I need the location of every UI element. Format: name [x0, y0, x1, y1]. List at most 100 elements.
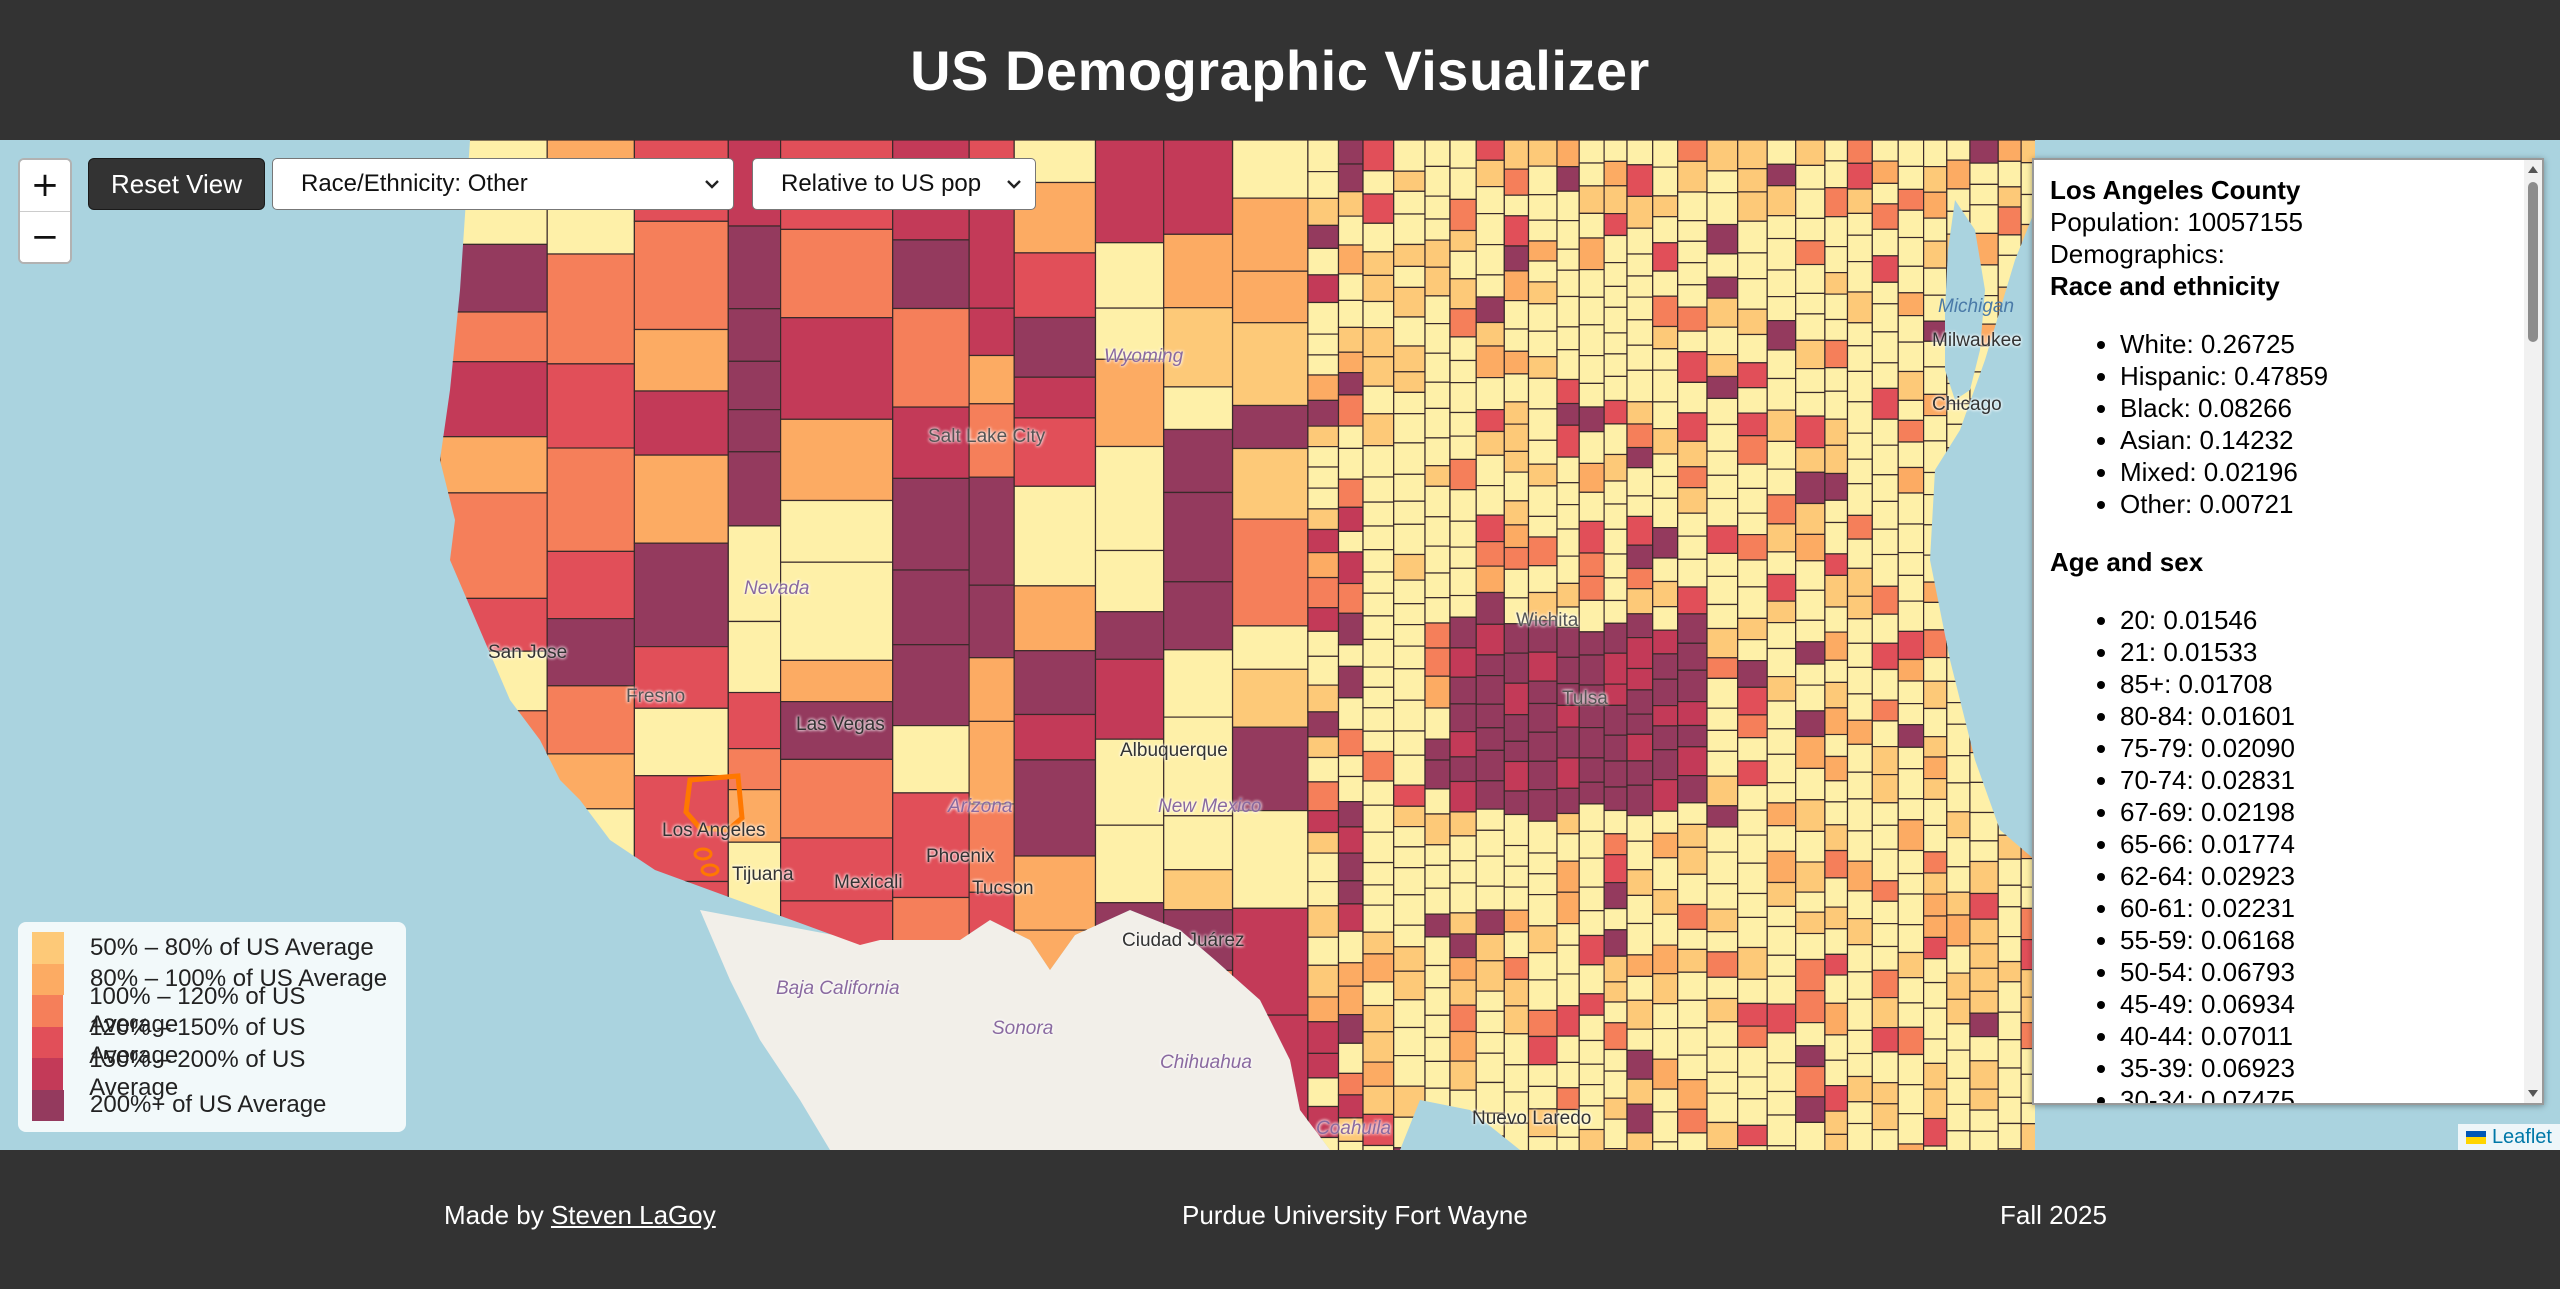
county-shape[interactable]	[1527, 702, 1558, 733]
county-shape[interactable]	[1871, 255, 1899, 283]
county-shape[interactable]	[546, 685, 636, 755]
county-shape[interactable]	[1626, 319, 1654, 346]
county-shape[interactable]	[1556, 1035, 1580, 1064]
county-shape[interactable]	[1393, 316, 1426, 347]
county-shape[interactable]	[633, 1047, 729, 1142]
county-shape[interactable]	[1871, 203, 1899, 230]
county-shape[interactable]	[1449, 860, 1477, 884]
county-shape[interactable]	[779, 659, 894, 703]
county-shape[interactable]	[1824, 1034, 1849, 1061]
county-shape[interactable]	[1393, 699, 1426, 732]
county-shape[interactable]	[633, 707, 729, 777]
county-shape[interactable]	[1393, 784, 1426, 807]
county-shape[interactable]	[1922, 217, 1948, 242]
county-shape[interactable]	[1393, 1026, 1426, 1057]
county-shape[interactable]	[1449, 1004, 1477, 1033]
county-shape[interactable]	[1737, 487, 1768, 514]
county-shape[interactable]	[1475, 808, 1505, 831]
county-shape[interactable]	[1307, 528, 1340, 554]
county-shape[interactable]	[1922, 191, 1948, 219]
county-shape[interactable]	[1997, 1067, 2022, 1098]
county-shape[interactable]	[1795, 1045, 1826, 1068]
county-shape[interactable]	[1795, 560, 1826, 591]
county-shape[interactable]	[1652, 270, 1679, 297]
county-shape[interactable]	[1997, 573, 2022, 602]
county-shape[interactable]	[1527, 852, 1558, 875]
county-shape[interactable]	[727, 691, 782, 750]
county-shape[interactable]	[1626, 689, 1654, 715]
county-shape[interactable]	[1424, 738, 1451, 761]
county-shape[interactable]	[1846, 1101, 1873, 1125]
county-shape[interactable]	[1307, 577, 1340, 609]
county-shape[interactable]	[1969, 918, 1999, 945]
county-shape[interactable]	[1337, 191, 1364, 217]
county-shape[interactable]	[1503, 844, 1530, 867]
county-shape[interactable]	[1706, 354, 1739, 378]
county-shape[interactable]	[1871, 848, 1899, 882]
county-shape[interactable]	[1231, 726, 1309, 812]
county-shape[interactable]	[1527, 439, 1558, 465]
county-shape[interactable]	[1737, 220, 1768, 254]
county-shape[interactable]	[1897, 724, 1925, 748]
county-shape[interactable]	[1013, 417, 1097, 487]
county-shape[interactable]	[1503, 450, 1530, 473]
county-shape[interactable]	[1527, 651, 1558, 682]
county-shape[interactable]	[1997, 806, 2022, 836]
county-shape[interactable]	[1824, 659, 1849, 683]
county-shape[interactable]	[1603, 553, 1628, 579]
county-shape[interactable]	[1626, 922, 1654, 956]
county-shape[interactable]	[1163, 815, 1234, 871]
county-shape[interactable]	[1231, 140, 1309, 199]
county-shape[interactable]	[1603, 1147, 1628, 1150]
county-shape[interactable]	[1766, 1114, 1797, 1147]
county-shape[interactable]	[1897, 419, 1925, 443]
county-shape[interactable]	[1946, 520, 1971, 551]
county-shape[interactable]	[1997, 629, 2022, 656]
county-shape[interactable]	[1503, 500, 1530, 526]
county-shape[interactable]	[1231, 668, 1309, 728]
county-shape[interactable]	[1677, 487, 1708, 514]
county-shape[interactable]	[1795, 164, 1826, 190]
county-shape[interactable]	[1424, 1141, 1451, 1150]
county-shape[interactable]	[1362, 884, 1395, 906]
county-shape[interactable]	[546, 550, 636, 620]
county-shape[interactable]	[1475, 829, 1505, 857]
county-shape[interactable]	[1737, 639, 1768, 662]
county-shape[interactable]	[1677, 928, 1708, 951]
county-shape[interactable]	[1871, 228, 1899, 257]
county-shape[interactable]	[1846, 860, 1873, 892]
county-shape[interactable]	[1897, 315, 1925, 343]
county-shape[interactable]	[1013, 713, 1097, 761]
county-shape[interactable]	[1578, 1063, 1605, 1086]
county-shape[interactable]	[1846, 514, 1873, 540]
county-shape[interactable]	[1626, 296, 1654, 321]
county-shape[interactable]	[1556, 1061, 1580, 1089]
county-shape[interactable]	[1871, 500, 1899, 530]
county-shape[interactable]	[1846, 401, 1873, 434]
county-shape[interactable]	[1997, 140, 2022, 162]
county-shape[interactable]	[1475, 185, 1505, 215]
county-shape[interactable]	[440, 1114, 548, 1150]
county-shape[interactable]	[1556, 582, 1580, 608]
county-shape[interactable]	[1766, 296, 1797, 322]
county-shape[interactable]	[1766, 753, 1797, 784]
county-shape[interactable]	[1846, 618, 1873, 644]
county-shape[interactable]	[1846, 830, 1873, 862]
county-shape[interactable]	[1706, 603, 1739, 630]
county-shape[interactable]	[440, 311, 548, 363]
county-shape[interactable]	[1475, 514, 1505, 543]
county-shape[interactable]	[1737, 252, 1768, 280]
county-shape[interactable]	[1626, 1049, 1654, 1080]
county-shape[interactable]	[1846, 162, 1873, 190]
county-shape[interactable]	[1737, 191, 1768, 222]
county-shape[interactable]	[1969, 204, 1999, 235]
county-shape[interactable]	[1475, 159, 1505, 188]
county-shape[interactable]	[1307, 831, 1340, 854]
county-shape[interactable]	[1922, 267, 1948, 296]
county-shape[interactable]	[727, 409, 782, 453]
county-shape[interactable]	[892, 724, 970, 794]
county-shape[interactable]	[1163, 140, 1234, 235]
county-shape[interactable]	[1449, 912, 1477, 935]
county-shape[interactable]	[1706, 775, 1739, 807]
county-shape[interactable]	[1578, 140, 1605, 164]
